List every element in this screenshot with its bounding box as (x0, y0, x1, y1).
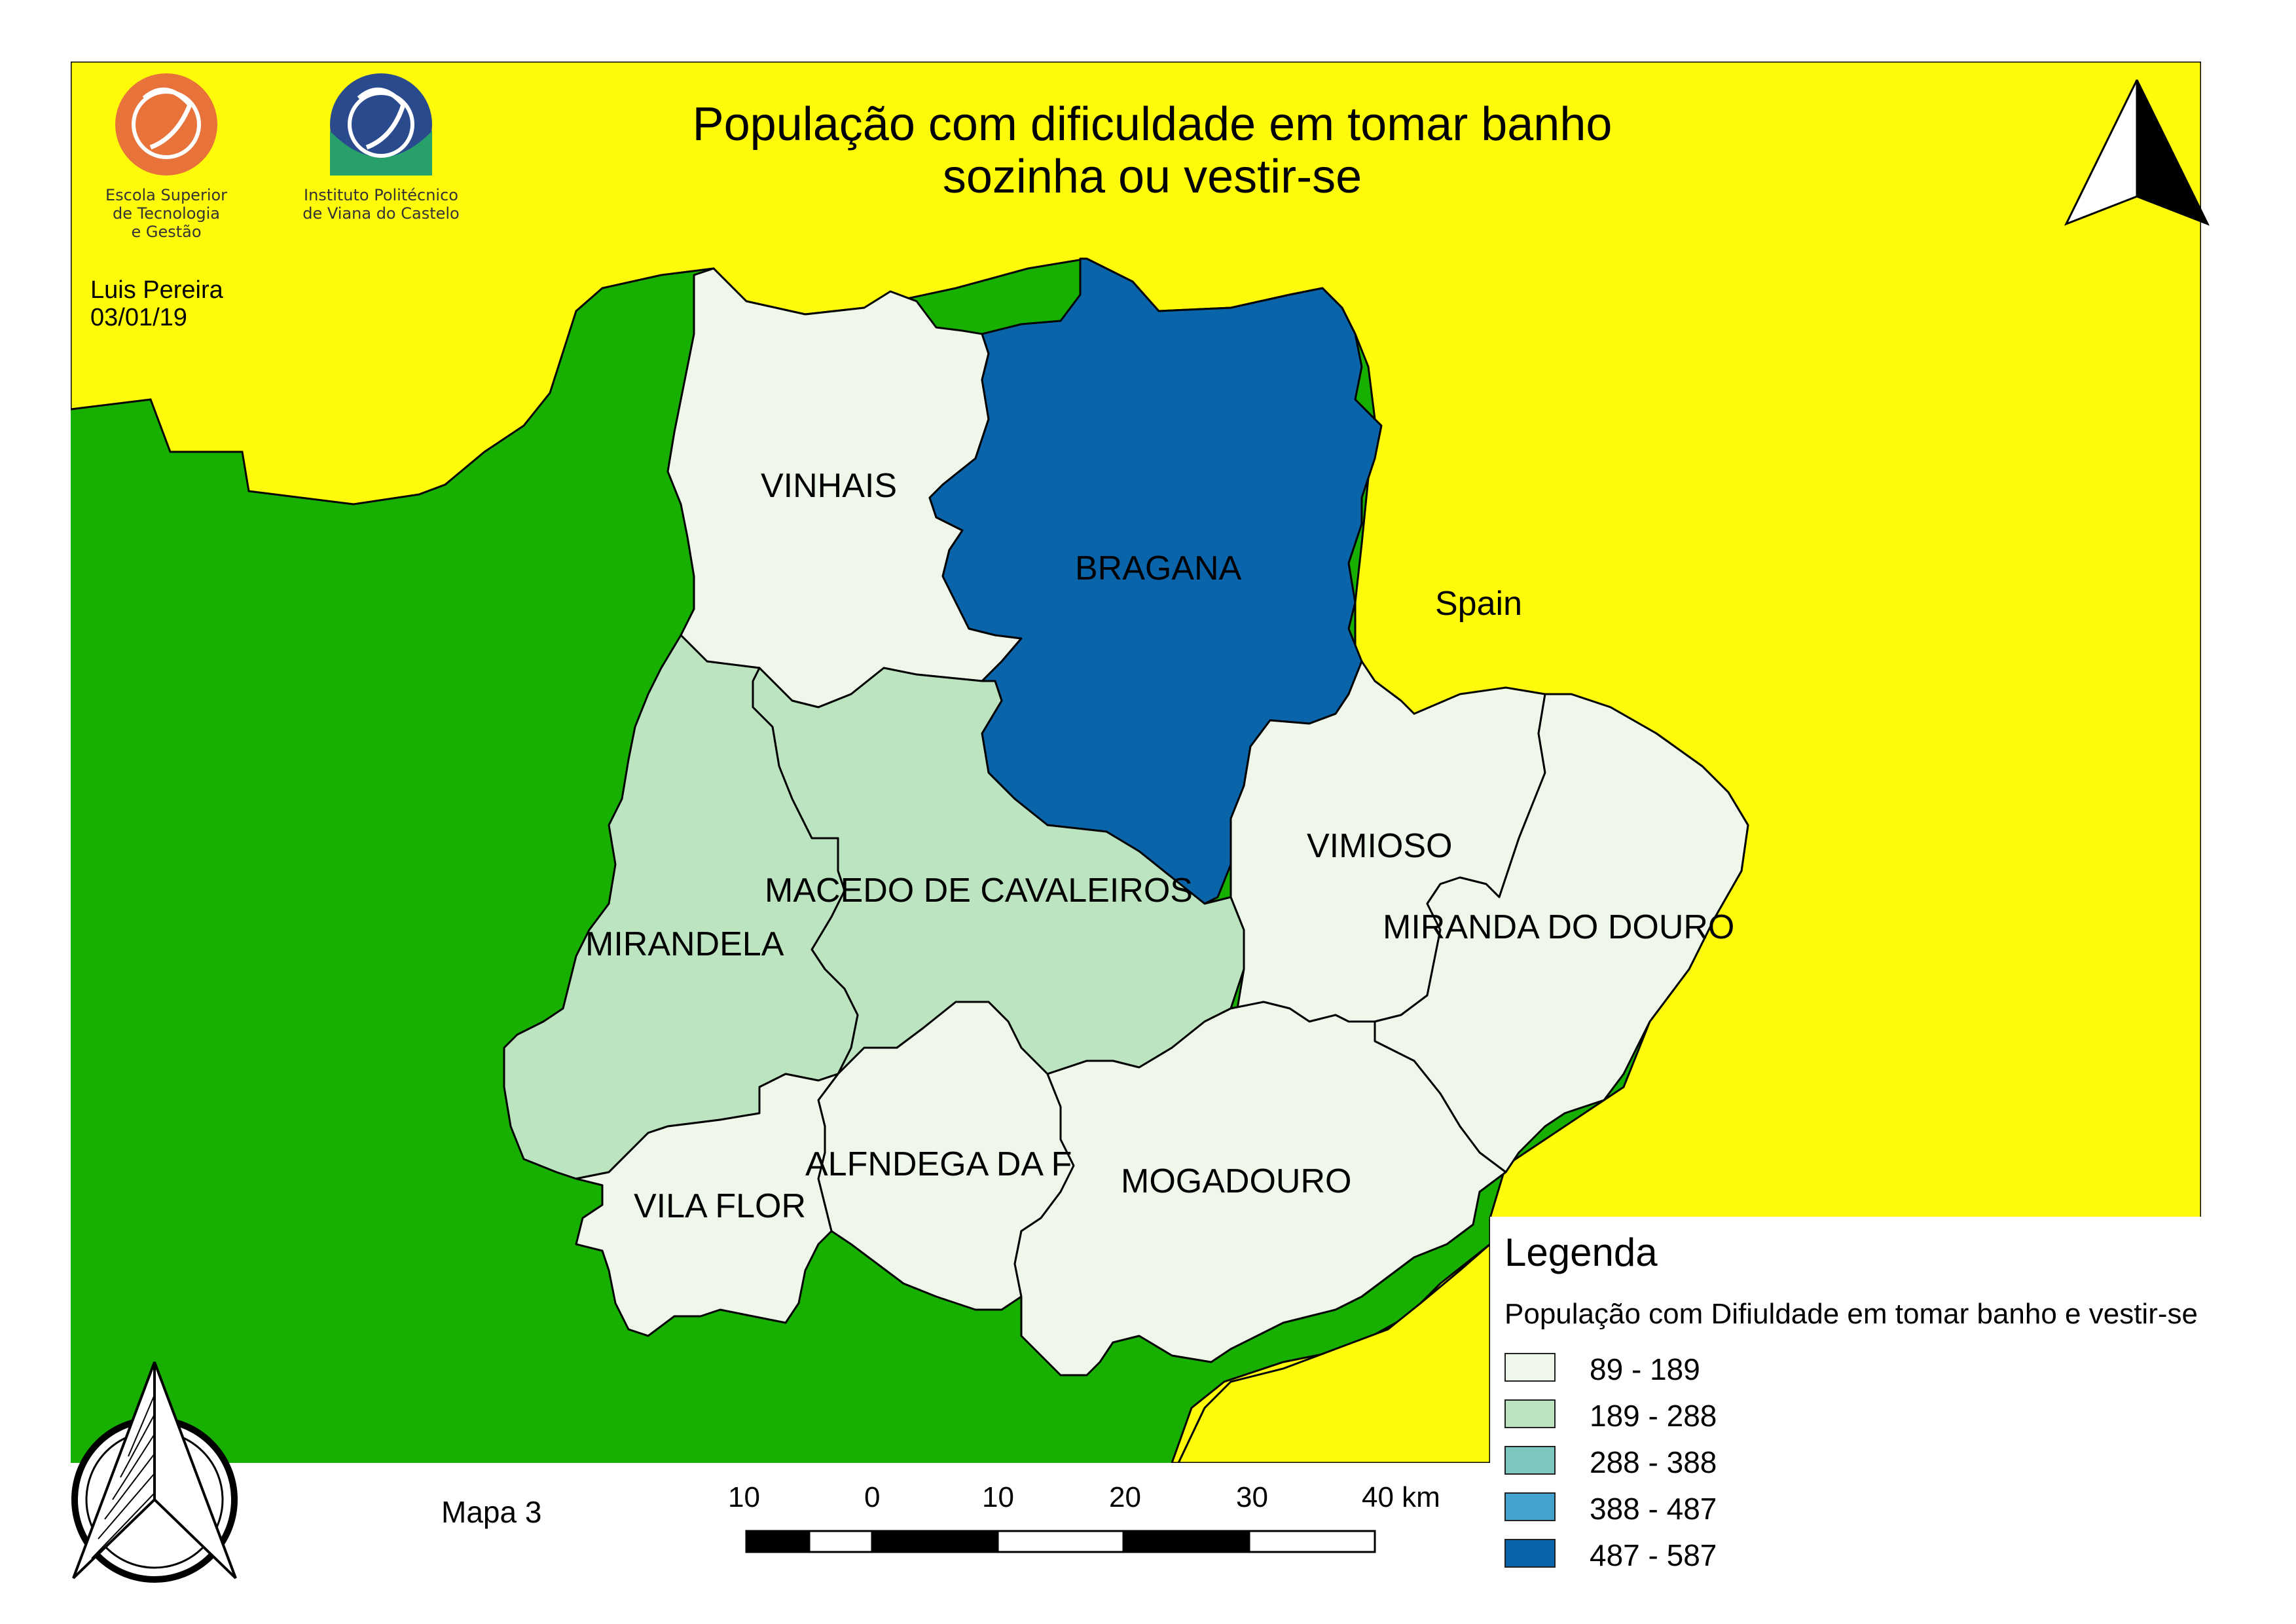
label-mirandela: MIRANDELA (585, 925, 784, 963)
scale-label: 40 km (1362, 1481, 1440, 1513)
legend-swatch (1504, 1399, 1556, 1428)
estg-caption-line: e Gestão (131, 223, 202, 241)
scale-label: 10 (728, 1481, 760, 1513)
legend-subtitle: População com Difiuldade em tomar banho … (1504, 1298, 2198, 1330)
legend-swatch (1504, 1446, 1556, 1475)
legend-swatch (1504, 1539, 1556, 1568)
label-spain: Spain (1435, 585, 1522, 623)
label-braganca: BRAGANA (1075, 549, 1242, 587)
legend-label: 189 - 288 (1590, 1399, 1717, 1433)
map-title: População com dificuldade em tomar banho… (537, 98, 1768, 203)
label-vimioso: VIMIOSO (1307, 827, 1453, 865)
ipvc-logo (330, 73, 432, 175)
author-block: Luis Pereira 03/01/19 (90, 276, 223, 331)
north-arrow-icon (2064, 79, 2210, 226)
scale-label: 0 (864, 1481, 881, 1513)
legend-label: 388 - 487 (1590, 1492, 1717, 1526)
ipvc-caption-line: de Viana do Castelo (302, 204, 460, 223)
scale-bar (745, 1530, 1376, 1553)
label-macedo-de-cavaleiros: MACEDO DE CAVALEIROS (765, 872, 1193, 910)
label-alfandega-da-fe: ALFNDEGA DA F (805, 1145, 1072, 1183)
label-vila-flor: VILA FLOR (634, 1187, 806, 1225)
scale-label: 30 (1236, 1481, 1268, 1513)
legend-label: 89 - 189 (1590, 1352, 1700, 1386)
label-mogadouro: MOGADOURO (1121, 1162, 1352, 1200)
label-miranda-do-douro: MIRANDA DO DOURO (1383, 908, 1735, 946)
scale-label: 10 (982, 1481, 1014, 1513)
legend: Legenda População com Difiuldade em toma… (1490, 1217, 2296, 1583)
legend-swatch (1504, 1353, 1556, 1382)
legend-label: 288 - 388 (1590, 1445, 1717, 1479)
map-title-line1: População com dificuldade em tomar banho (692, 98, 1613, 151)
compass-north-arrow-icon (71, 1361, 238, 1583)
legend-label: 487 - 587 (1590, 1538, 1717, 1572)
estg-logo-caption: Escola Superior de Tecnologia e Gestão (88, 186, 245, 241)
ipvc-logo-caption: Instituto Politécnico de Viana do Castel… (283, 186, 479, 223)
legend-title: Legenda (1504, 1230, 1658, 1274)
legend-swatch (1504, 1492, 1556, 1521)
map-number: Mapa 3 (441, 1495, 542, 1529)
author-date: 03/01/19 (90, 304, 187, 331)
estg-caption-line: Escola Superior (105, 186, 228, 204)
map-title-line2: sozinha ou vestir-se (942, 151, 1362, 203)
scale-label: 20 (1109, 1481, 1141, 1513)
region-vila-flor[interactable] (575, 1073, 839, 1337)
estg-caption-line: de Tecnologia (112, 204, 221, 223)
label-vinhais: VINHAIS (761, 467, 898, 505)
region-mogadouro[interactable] (1013, 1001, 1507, 1376)
ipvc-caption-line: Instituto Politécnico (304, 186, 458, 204)
author-name: Luis Pereira (90, 276, 223, 304)
estg-logo (115, 73, 217, 175)
